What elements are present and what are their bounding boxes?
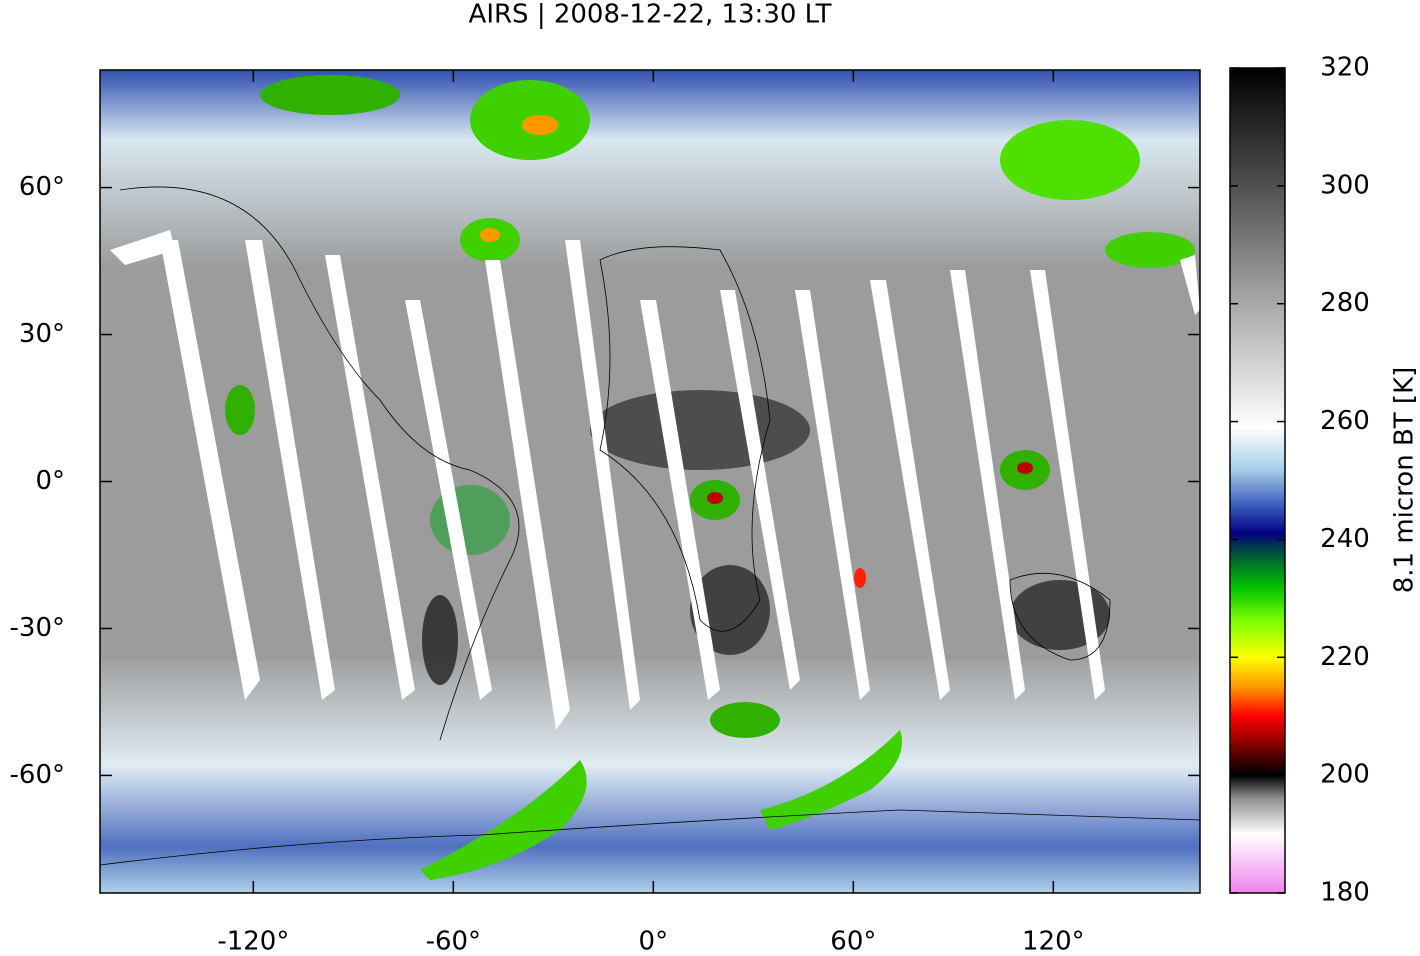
colorbar-tick-label: 300 bbox=[1320, 170, 1370, 200]
x-tick-label: -120° bbox=[217, 927, 289, 956]
orbit-gaps bbox=[110, 230, 1200, 730]
colorbar-tick-label: 320 bbox=[1320, 53, 1370, 83]
colorbar-tick-label: 260 bbox=[1320, 406, 1370, 436]
map-imagery bbox=[100, 70, 1200, 893]
x-tick-label: 60° bbox=[830, 927, 876, 956]
y-tick-label: 60° bbox=[19, 172, 65, 202]
colorbar bbox=[1229, 67, 1286, 894]
colorbar-tick-label: 280 bbox=[1320, 288, 1370, 318]
colorbar-tick-label: 240 bbox=[1320, 524, 1370, 554]
x-tick-label: -60° bbox=[426, 927, 481, 956]
colorbar-tick-label: 220 bbox=[1320, 642, 1370, 672]
y-tick-label: 0° bbox=[35, 466, 65, 496]
x-tick-label: 0° bbox=[639, 927, 669, 956]
coastlines bbox=[100, 186, 1200, 866]
y-tick-label: -60° bbox=[10, 760, 65, 790]
map-title: AIRS | 2008-12-22, 13:30 LT bbox=[469, 0, 832, 30]
y-tick-label: -30° bbox=[10, 613, 65, 643]
colorbar-tick-label: 200 bbox=[1320, 760, 1370, 790]
x-tick-label: 120° bbox=[1022, 927, 1085, 956]
y-tick-label: 30° bbox=[19, 319, 65, 349]
colorbar-label: 8.1 micron BT [K] bbox=[1390, 367, 1420, 594]
colorbar-tick-label: 180 bbox=[1320, 878, 1370, 908]
